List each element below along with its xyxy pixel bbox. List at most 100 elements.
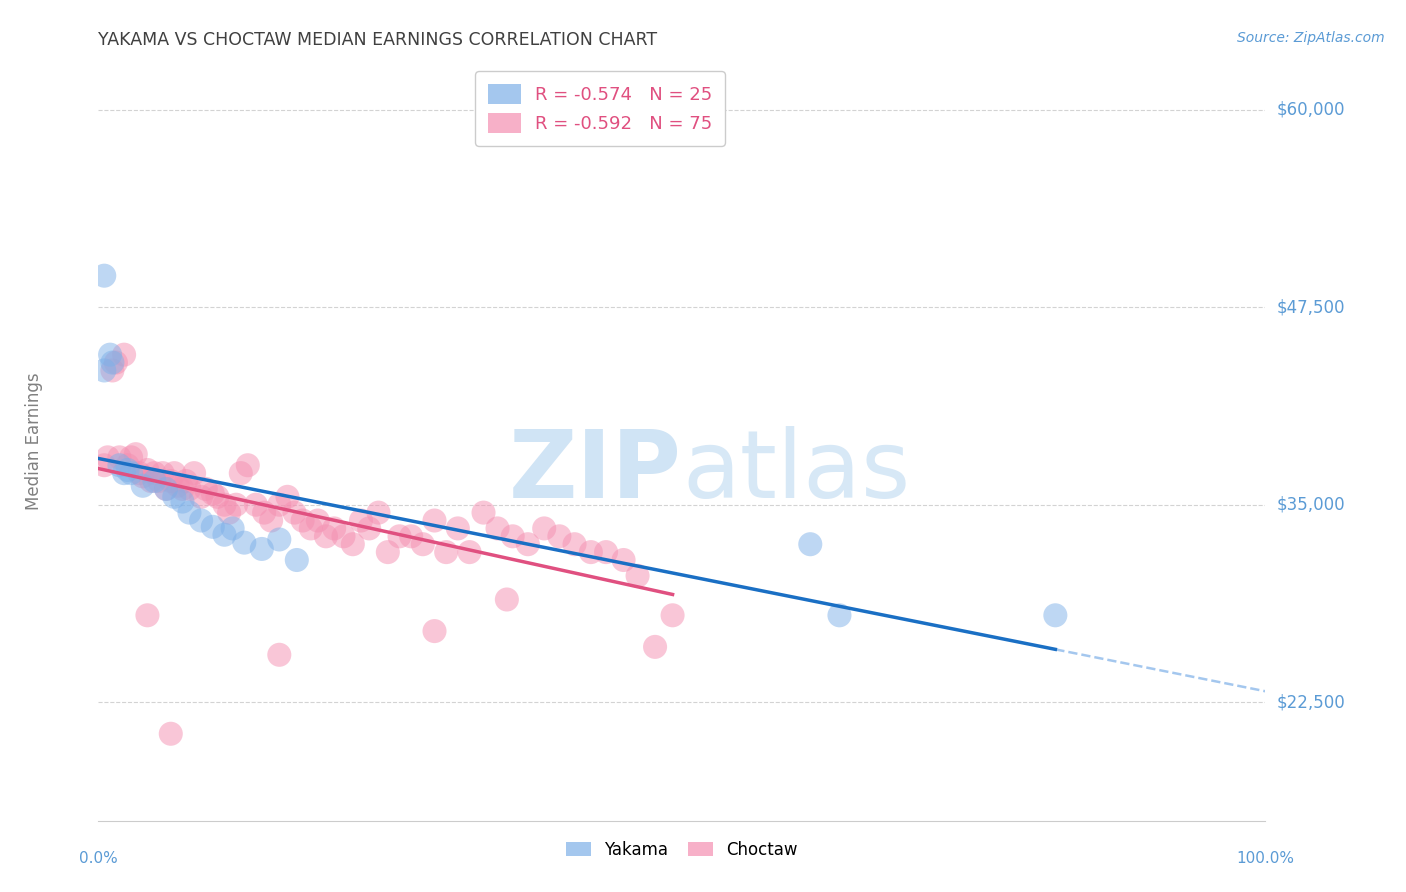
Point [155, 482, 177, 496]
Point [496, 592, 519, 607]
Point [117, 458, 139, 473]
Point [253, 506, 276, 520]
Point [163, 490, 186, 504]
Point [108, 450, 131, 465]
Point [183, 466, 205, 480]
Point [172, 494, 194, 508]
Point [434, 545, 457, 559]
Point [148, 474, 170, 488]
Text: ZIP: ZIP [509, 425, 682, 518]
Text: 100.0%: 100.0% [1236, 851, 1295, 866]
Point [828, 608, 851, 623]
Point [112, 466, 135, 480]
Point [502, 529, 524, 543]
Point [163, 466, 186, 480]
Point [117, 463, 139, 477]
Point [104, 355, 127, 369]
Point [128, 466, 150, 480]
Point [108, 458, 131, 473]
Point [548, 529, 571, 543]
Text: $22,500: $22,500 [1277, 693, 1346, 711]
Point [179, 482, 201, 496]
Point [159, 474, 181, 488]
Point [579, 545, 602, 559]
Point [179, 506, 201, 520]
Point [120, 466, 142, 480]
Point [350, 514, 373, 528]
Point [101, 363, 124, 377]
Point [533, 521, 555, 535]
Point [112, 348, 135, 362]
Point [132, 469, 155, 483]
Point [93, 363, 115, 377]
Point [626, 569, 648, 583]
Point [486, 521, 509, 535]
Point [299, 521, 322, 535]
Point [595, 545, 617, 559]
Point [447, 521, 470, 535]
Point [644, 640, 666, 654]
Point [136, 463, 159, 477]
Point [236, 458, 259, 473]
Point [516, 537, 538, 551]
Point [93, 268, 115, 283]
Point [155, 482, 177, 496]
Point [291, 514, 314, 528]
Point [315, 529, 337, 543]
Text: 0.0%: 0.0% [79, 851, 118, 866]
Point [233, 535, 256, 549]
Point [564, 537, 586, 551]
Point [359, 521, 381, 535]
Point [229, 466, 252, 480]
Point [98, 348, 121, 362]
Point [190, 490, 212, 504]
Text: $60,000: $60,000 [1277, 101, 1346, 119]
Point [159, 727, 181, 741]
Point [152, 466, 174, 480]
Point [132, 479, 155, 493]
Point [125, 447, 148, 461]
Point [93, 458, 115, 473]
Point [283, 506, 305, 520]
Point [250, 541, 273, 556]
Point [412, 537, 434, 551]
Legend: Yakama, Choctaw: Yakama, Choctaw [560, 834, 804, 865]
Point [276, 490, 298, 504]
Point [190, 514, 212, 528]
Point [342, 537, 364, 551]
Text: atlas: atlas [682, 425, 910, 518]
Point [423, 514, 446, 528]
Point [101, 355, 124, 369]
Point [269, 533, 291, 547]
Point [172, 482, 194, 496]
Point [218, 506, 240, 520]
Point [458, 545, 481, 559]
Point [201, 520, 224, 534]
Point [214, 498, 236, 512]
Point [225, 498, 247, 512]
Point [1045, 608, 1067, 623]
Point [661, 608, 683, 623]
Point [221, 521, 243, 535]
Text: $47,500: $47,500 [1277, 298, 1346, 317]
Point [323, 521, 346, 535]
Point [388, 529, 411, 543]
Point [613, 553, 636, 567]
Point [194, 482, 217, 496]
Point [269, 498, 291, 512]
Point [139, 474, 162, 488]
Point [799, 537, 821, 551]
Point [332, 529, 354, 543]
Point [399, 529, 422, 543]
Point [377, 545, 399, 559]
Point [120, 450, 142, 465]
Text: $35,000: $35,000 [1277, 496, 1346, 514]
Point [307, 514, 329, 528]
Point [201, 486, 224, 500]
Point [285, 553, 308, 567]
Point [472, 506, 495, 520]
Point [207, 490, 229, 504]
Text: YAKAMA VS CHOCTAW MEDIAN EARNINGS CORRELATION CHART: YAKAMA VS CHOCTAW MEDIAN EARNINGS CORREL… [98, 31, 658, 49]
Point [174, 474, 197, 488]
Point [166, 479, 188, 493]
